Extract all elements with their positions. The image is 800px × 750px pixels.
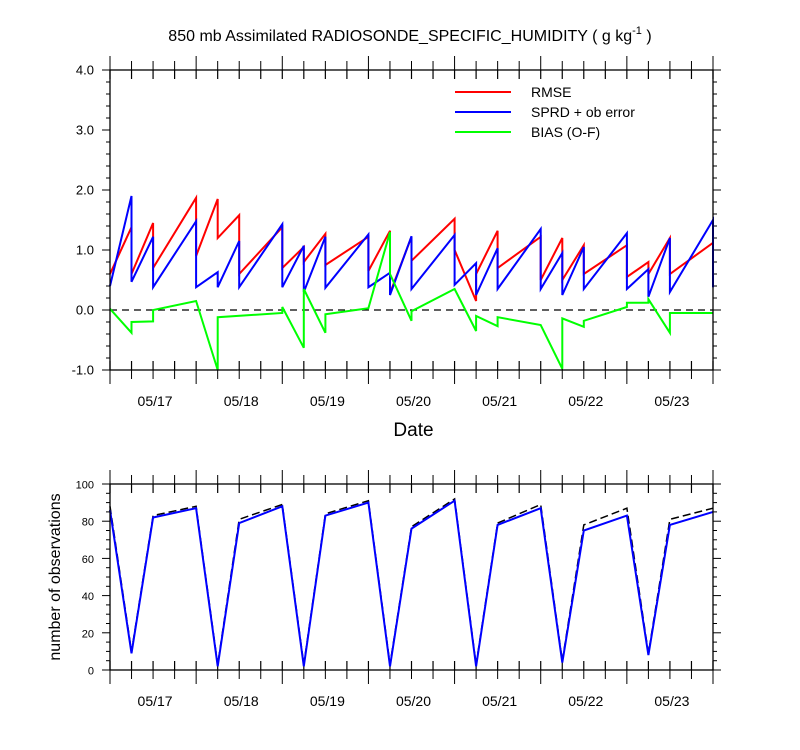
plot-frame [109,483,714,671]
chart-title: 850 mb Assimilated RADIOSONDE_SPECIFIC_H… [168,25,651,45]
y-tick-label: 20 [82,628,94,640]
y-tick-label: 80 [82,517,94,529]
x-tick-label: 05/20 [396,393,431,409]
y-tick-label: 1.0 [76,243,94,258]
y-tick-label: -1.0 [72,363,94,378]
y-tick-label: 0.0 [76,303,94,318]
y-tick-label: 4.0 [76,63,94,78]
chart-title-exponent: -1 [632,25,642,37]
x-tick-label: 05/19 [310,393,345,409]
series-line-possible [109,497,714,665]
y-axis-label: number of observations [47,493,64,660]
x-tick-label: 05/19 [310,693,345,709]
y-tick-label: 100 [76,480,94,492]
bottom-chart: 0 20 40 60 80 100 05/17 05/18 05/19 05/20 05/21 05/… [47,470,721,709]
y-tick-label: 60 [82,554,94,566]
x-axis-label: Date [393,420,433,441]
top-chart: -1.0 0.0 1.0 2.0 3.0 4.0 05/17 05/18 05/19 05/20 0… [72,56,721,441]
y-tick-label: 2.0 [76,183,94,198]
x-tick-label: 05/18 [224,693,259,709]
plot-frame [109,69,714,371]
y-tick-label: 0 [88,666,94,678]
chart-title-close: ) [642,28,652,45]
x-tick-label: 05/17 [138,393,173,409]
series-line-used [109,498,714,667]
series-line-sprd-ob-error [109,195,714,298]
y-tick-label: 3.0 [76,123,94,138]
x-tick-label: 05/18 [224,393,259,409]
x-tick-label: 05/23 [654,393,689,409]
x-tick-label: 05/22 [568,393,603,409]
legend-label-2: BIAS (O-F) [531,124,600,140]
x-tick-label: 05/21 [482,393,517,409]
legend-label-0: RMSE [531,84,571,100]
x-tick-label: 05/20 [396,693,431,709]
x-tick-label: 05/17 [138,693,173,709]
x-tick-label: 05/22 [568,693,603,709]
x-tick-label: 05/21 [482,693,517,709]
y-tick-label: 40 [82,591,94,603]
series-line-bias-o-f [109,231,713,371]
x-tick-label: 05/23 [654,693,689,709]
chart-title-main: 850 mb Assimilated RADIOSONDE_SPECIFIC_H… [168,28,632,45]
legend-label-1: SPRD + ob error [531,104,635,120]
